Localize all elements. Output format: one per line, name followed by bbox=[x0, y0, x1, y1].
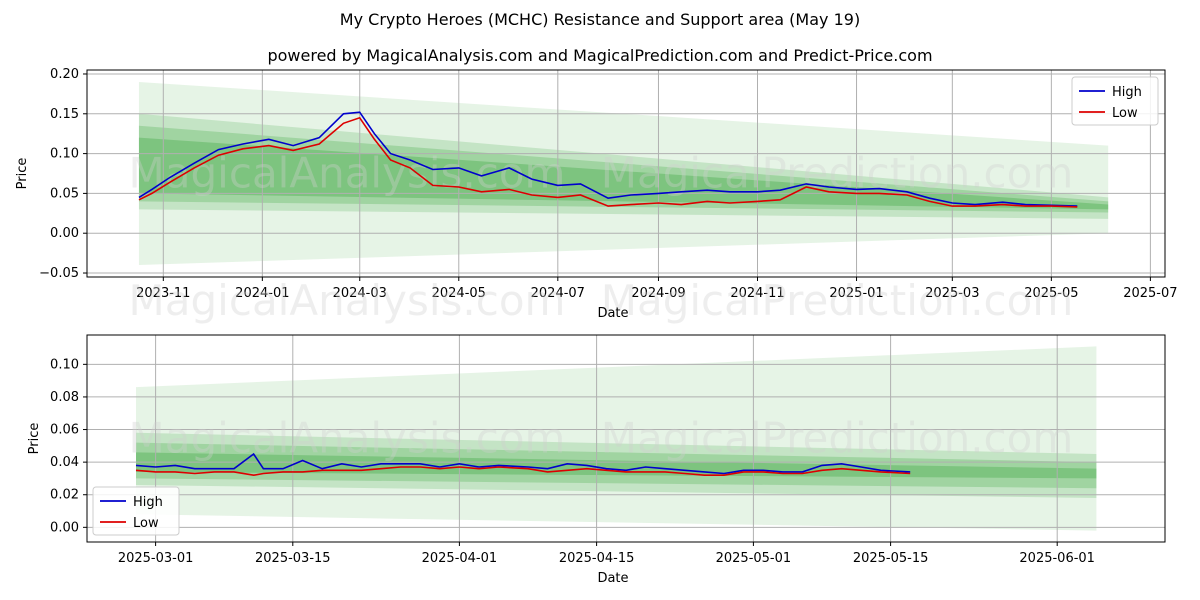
x-tick-label: 2025-06-01 bbox=[1019, 551, 1095, 566]
legend-box bbox=[92, 486, 180, 536]
x-tick-label: 2023-11 bbox=[136, 286, 190, 301]
x-tick-label: 2025-04-01 bbox=[422, 551, 498, 566]
x-tick-label: 2024-01 bbox=[235, 286, 289, 301]
y-tick-label: 0.20 bbox=[50, 67, 79, 82]
watermark-right: MagicalPrediction.com bbox=[601, 414, 1074, 463]
legend-label-low: Low bbox=[133, 516, 159, 531]
chart-panel-2: 2025-03-01 2025-03-15 2025-04-01 2025-04-15… bbox=[27, 334, 1166, 586]
y-tick-label: 0.02 bbox=[50, 488, 79, 503]
legend-label-high: High bbox=[133, 495, 163, 510]
x-tick-label: 2024-03 bbox=[333, 286, 387, 301]
watermark-right: MagicalPrediction.com bbox=[601, 149, 1074, 198]
x-tick-label: 2025-04-15 bbox=[559, 551, 635, 566]
y-tick-label: 0.15 bbox=[50, 107, 79, 122]
support-resistance-band-1 bbox=[136, 346, 1097, 531]
x-tick-label: 2025-05-15 bbox=[853, 551, 929, 566]
y-tick-label: 0.10 bbox=[50, 147, 79, 162]
y-tick-label: 0.00 bbox=[50, 520, 79, 535]
support-resistance-band-3 bbox=[136, 442, 1097, 489]
chart-subtitle: powered by MagicalAnalysis.com and Magic… bbox=[267, 46, 933, 65]
legend-label-high: High bbox=[1112, 85, 1142, 100]
x-tick-label: 2025-01 bbox=[829, 286, 883, 301]
x-tick-label: 2025-07 bbox=[1123, 286, 1177, 301]
x-tick-label: 2025-03 bbox=[925, 286, 979, 301]
legend: High Low bbox=[92, 486, 180, 536]
y-axis-label: Price bbox=[27, 423, 42, 455]
series-line-low bbox=[138, 116, 1078, 208]
plot-frame bbox=[86, 334, 1166, 543]
x-tick-label: 2024-09 bbox=[631, 286, 685, 301]
legend: High Low bbox=[1071, 76, 1159, 126]
x-tick-label: 2024-05 bbox=[432, 286, 486, 301]
x-axis-label: Date bbox=[597, 571, 628, 586]
support-resistance-band-1 bbox=[138, 81, 1109, 266]
series-line-low bbox=[135, 466, 911, 477]
support-resistance-band-4 bbox=[136, 452, 1097, 479]
x-tick-label: 2025-03-15 bbox=[255, 551, 331, 566]
legend-box bbox=[1071, 76, 1159, 126]
x-tick-label: 2025-03-01 bbox=[118, 551, 194, 566]
x-tick-label: 2024-07 bbox=[531, 286, 585, 301]
x-axis-label: Date bbox=[597, 306, 628, 321]
y-tick-label: 0.00 bbox=[50, 226, 79, 241]
y-tick-label: 0.06 bbox=[50, 423, 79, 438]
x-tick-label: 2025-05-01 bbox=[716, 551, 792, 566]
y-axis-label: Price bbox=[15, 158, 30, 190]
plot-frame bbox=[86, 69, 1166, 278]
y-tick-label: 0.04 bbox=[50, 455, 79, 470]
series-line-high bbox=[135, 452, 911, 475]
support-resistance-band-2 bbox=[136, 432, 1097, 498]
legend-label-low: Low bbox=[1112, 106, 1138, 121]
chart-title: My Crypto Heroes (MCHC) Resistance and S… bbox=[339, 10, 861, 29]
series-line-high bbox=[138, 111, 1078, 207]
x-tick-label: 2024-11 bbox=[730, 286, 784, 301]
y-tick-label: −0.05 bbox=[39, 266, 79, 281]
watermark-left-lower: MagicalAnalysis.com bbox=[129, 276, 566, 325]
y-tick-label: 0.05 bbox=[50, 186, 79, 201]
watermark-right-lower: MagicalPrediction.com bbox=[601, 276, 1074, 325]
watermark-left: MagicalAnalysis.com bbox=[129, 414, 566, 463]
support-resistance-band-4 bbox=[138, 137, 1109, 210]
chart-panel-1: 2023-11 2024-01 2024-03 2024-05 2024-07 2024-… bbox=[15, 67, 1178, 325]
x-tick-label: 2025-05 bbox=[1024, 286, 1078, 301]
y-tick-label: 0.10 bbox=[50, 357, 79, 372]
y-tick-label: 0.08 bbox=[50, 390, 79, 405]
